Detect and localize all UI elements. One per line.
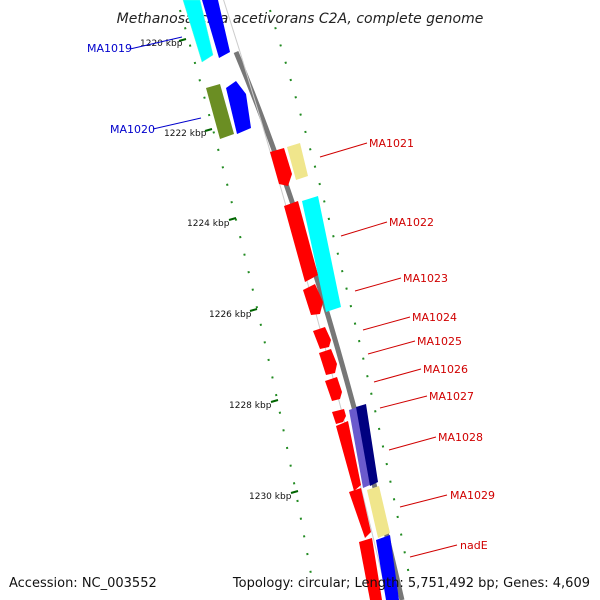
gene-label-MA1024[interactable]: MA1024 bbox=[412, 311, 457, 324]
gene-label-MA1025[interactable]: MA1025 bbox=[417, 335, 462, 348]
gene-label-MA1027[interactable]: MA1027 bbox=[429, 390, 474, 403]
gene-feature-cyan-1022 bbox=[302, 196, 341, 312]
gene-label-MA1028[interactable]: MA1028 bbox=[438, 431, 483, 444]
gene-label-MA1022[interactable]: MA1022 bbox=[389, 216, 434, 229]
gene-feature-khaki-1021 bbox=[287, 143, 308, 180]
label-leaders bbox=[129, 36, 458, 558]
topology-text: Topology: circular; Length: 5,751,492 bp… bbox=[232, 576, 590, 591]
gene-label-MA1026[interactable]: MA1026 bbox=[423, 363, 468, 376]
gene-feature-khaki-1029 bbox=[367, 486, 390, 538]
scale-ring-inner bbox=[179, 9, 313, 581]
scale-label-1226: 1226 kbp bbox=[209, 310, 252, 320]
gene-feature-red-1027 bbox=[332, 409, 346, 424]
gene-feature-red-nadE bbox=[359, 538, 382, 600]
gene-label-MA1029[interactable]: MA1029 bbox=[450, 489, 495, 502]
gene-feature-red-1026 bbox=[325, 377, 342, 401]
scale-label-1222: 1222 kbp bbox=[164, 129, 207, 139]
gene-feature-red-1022a bbox=[284, 201, 318, 282]
scale-ring-outer bbox=[269, 9, 411, 581]
gene-feature-red-1021 bbox=[270, 148, 292, 186]
scale-ticks bbox=[178, 38, 299, 494]
gene-feature-red-1029 bbox=[349, 488, 371, 538]
gene-feature-blue-nadE bbox=[376, 535, 399, 600]
gene-feature-red-1024 bbox=[313, 327, 331, 349]
scale-label-1228: 1228 kbp bbox=[229, 401, 272, 411]
gene-feature-slate-1028 bbox=[349, 407, 370, 488]
gene-feature-blue-arrow bbox=[226, 81, 251, 134]
gene-label-nadE[interactable]: nadE bbox=[460, 539, 488, 552]
gene-features-left bbox=[182, 0, 251, 139]
gene-feature-red-1023 bbox=[303, 284, 323, 315]
accession-text: Accession: NC_003552 bbox=[9, 576, 157, 591]
map-title: Methanosarcina acetivorans C2A, complete… bbox=[117, 11, 484, 27]
gene-features-right bbox=[270, 143, 399, 600]
gene-label-MA1023[interactable]: MA1023 bbox=[403, 272, 448, 285]
gene-feature-red-1025 bbox=[319, 349, 337, 375]
gene-label-MA1020[interactable]: MA1020 bbox=[110, 123, 155, 136]
scale-label-1224: 1224 kbp bbox=[187, 219, 230, 229]
scale-label-1230: 1230 kbp bbox=[249, 492, 292, 502]
gene-feature-cyan-top bbox=[182, 0, 214, 63]
gene-label-MA1019[interactable]: MA1019 bbox=[87, 42, 132, 55]
gene-feature-olive bbox=[206, 84, 234, 139]
gene-feature-navy-1028 bbox=[356, 404, 378, 486]
scale-label-1220: 1220 kbp bbox=[140, 39, 183, 49]
gene-feature-red-1028 bbox=[336, 421, 361, 491]
gene-feature-blue-top bbox=[202, 0, 230, 58]
gene-label-MA1021[interactable]: MA1021 bbox=[369, 137, 414, 150]
